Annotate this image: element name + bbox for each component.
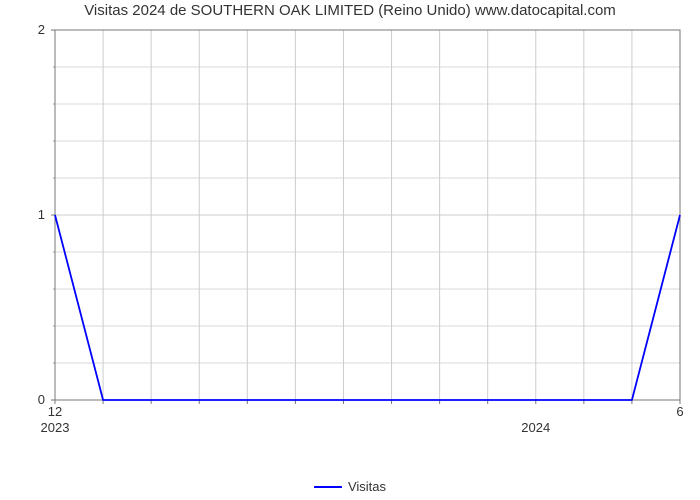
svg-text:2: 2: [38, 22, 45, 37]
svg-text:2023: 2023: [41, 420, 70, 435]
chart-area: 01212202320246: [0, 22, 700, 452]
svg-text:1: 1: [38, 207, 45, 222]
svg-text:0: 0: [38, 392, 45, 407]
legend-swatch: [314, 486, 342, 488]
svg-text:12: 12: [48, 404, 62, 419]
svg-text:2024: 2024: [521, 420, 550, 435]
legend-label: Visitas: [348, 479, 386, 494]
chart-title: Visitas 2024 de SOUTHERN OAK LIMITED (Re…: [0, 2, 700, 19]
legend: Visitas: [0, 478, 700, 494]
svg-text:6: 6: [676, 404, 683, 419]
